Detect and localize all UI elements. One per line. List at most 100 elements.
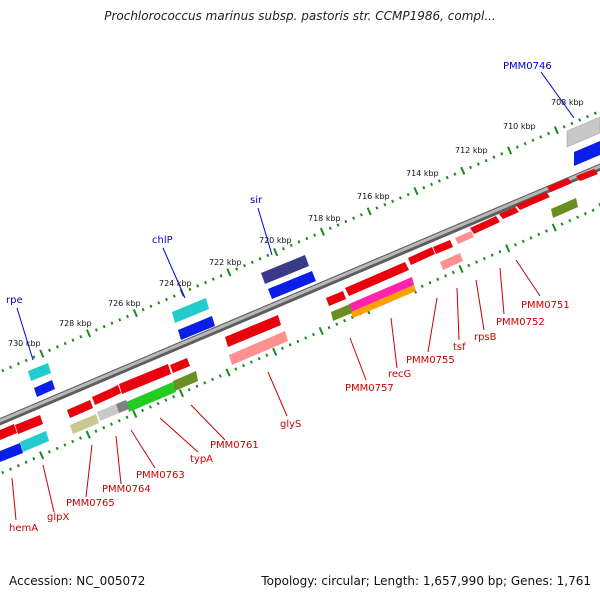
ruler-outer-minor-tick xyxy=(586,114,589,119)
feature-pmm0754[interactable] xyxy=(408,247,435,265)
ruler-inner-minor-tick xyxy=(164,398,168,402)
feature-pmm0757[interactable] xyxy=(326,291,346,306)
tick-label-728: 728 kbp xyxy=(59,319,92,328)
label-hemA[interactable]: hemA xyxy=(9,523,38,534)
label-glpX[interactable]: glpX xyxy=(47,512,69,523)
tick-label-716: 716 kbp xyxy=(357,192,390,201)
label-rpe[interactable]: rpe xyxy=(6,295,23,306)
label-chlP[interactable]: chlP xyxy=(152,235,173,246)
ruler-outer-major-tick xyxy=(507,146,513,155)
ruler-outer-major-tick xyxy=(132,308,138,318)
feature-hemA-rna[interactable] xyxy=(0,443,23,462)
backbone xyxy=(0,163,600,426)
ruler-outer-minor-tick xyxy=(476,162,480,166)
ruler-outer-minor-tick xyxy=(359,213,363,217)
ruler-inner-minor-tick xyxy=(420,284,424,288)
feature-pmm0765-cds[interactable] xyxy=(70,414,99,434)
feature-glpX-cds[interactable] xyxy=(20,431,49,452)
ruler-inner xyxy=(1,202,600,475)
feature-glpX[interactable] xyxy=(15,415,43,434)
feature-rpe[interactable] xyxy=(28,363,51,381)
label-pmm0746[interactable]: PMM0746 xyxy=(503,61,552,72)
ruler-outer-minor-tick xyxy=(243,263,246,268)
feature-pmm0761[interactable] xyxy=(170,358,190,373)
ruler-inner-minor-tick xyxy=(249,360,253,364)
ruler-outer-minor-tick xyxy=(79,335,83,339)
tick-label-724: 724 kbp xyxy=(159,279,192,288)
feature-pmm0764-cds[interactable] xyxy=(97,404,119,421)
label-glyS[interactable]: glyS xyxy=(280,419,301,430)
feature-chlP[interactable] xyxy=(172,298,209,323)
feature-pmm0764-dark[interactable] xyxy=(116,400,129,413)
label-pmm0765[interactable]: PMM0765 xyxy=(66,498,115,509)
ruler-inner-minor-tick xyxy=(343,319,347,323)
feature-tsf[interactable] xyxy=(440,253,463,270)
ruler-outer xyxy=(1,111,597,373)
feature-pmm0764[interactable] xyxy=(92,389,113,405)
feature-pmm0747[interactable] xyxy=(547,178,572,192)
label-recG[interactable]: recG xyxy=(388,369,411,380)
feature-olive-3[interactable] xyxy=(173,371,198,391)
ruler-inner-minor-tick xyxy=(537,232,541,237)
feature-chlP-rna[interactable] xyxy=(178,316,215,340)
tick-labels: 708 kbp 710 kbp 712 kbp 714 kbp 716 kbp … xyxy=(8,98,584,348)
label-pmm0757[interactable]: PMM0757 xyxy=(345,383,394,394)
feature-pmm0763[interactable] xyxy=(110,385,121,397)
ruler-inner-minor-tick xyxy=(102,426,106,430)
label-pmm0763[interactable]: PMM0763 xyxy=(136,470,185,481)
feature-pmm0765[interactable] xyxy=(67,400,93,418)
label-pmm0751[interactable]: PMM0751 xyxy=(521,300,570,311)
ruler-inner-minor-tick xyxy=(560,222,564,226)
feature-olive-1[interactable] xyxy=(331,304,352,321)
feature-pmm0756[interactable] xyxy=(345,262,409,296)
label-pmm0761[interactable]: PMM0761 xyxy=(210,440,259,451)
feature-sir[interactable] xyxy=(261,255,309,284)
ruler-outer-minor-tick xyxy=(32,355,36,359)
feature-rpe-rna[interactable] xyxy=(34,380,55,397)
feature-pmm0748[interactable] xyxy=(576,169,598,181)
feature-glyS[interactable] xyxy=(225,315,281,347)
feature-typA-cds[interactable] xyxy=(126,382,176,412)
ruler-outer-major-tick xyxy=(460,166,466,175)
tick-label-708: 708 kbp xyxy=(551,98,584,107)
ruler-inner-minor-tick xyxy=(529,236,533,240)
ruler-inner-major-tick xyxy=(225,368,231,377)
map-title: Prochlorococcus marinus subsp. pastoris … xyxy=(104,9,496,23)
ruler-outer-minor-tick xyxy=(406,192,410,197)
feature-pmm0746-rna[interactable] xyxy=(574,141,600,166)
feature-typA[interactable] xyxy=(119,364,171,394)
feature-sir-rna[interactable] xyxy=(268,271,316,299)
feature-glyS-cds[interactable] xyxy=(229,331,288,365)
ruler-inner-minor-tick xyxy=(521,239,525,244)
label-pmm0752[interactable]: PMM0752 xyxy=(496,317,545,328)
feature-rpsB[interactable] xyxy=(455,231,474,244)
label-tsf[interactable]: tsf xyxy=(453,342,466,353)
feature-hemA[interactable] xyxy=(0,424,17,440)
ruler-outer-minor-tick xyxy=(204,280,207,285)
ruler-inner-minor-tick xyxy=(498,249,502,254)
feature-track xyxy=(0,116,600,462)
ruler-outer-minor-tick xyxy=(398,196,402,200)
label-pmm0755[interactable]: PMM0755 xyxy=(406,355,455,366)
feature-pmm0751[interactable] xyxy=(470,216,500,234)
feature-pmm0755[interactable] xyxy=(433,240,453,254)
ruler-outer-minor-tick xyxy=(593,111,597,115)
feature-recG-cds[interactable] xyxy=(351,285,416,318)
feature-pmm0749[interactable] xyxy=(516,192,550,210)
ruler-inner-minor-tick xyxy=(304,336,308,340)
ruler-inner-minor-tick xyxy=(513,243,517,247)
ruler-outer-minor-tick xyxy=(422,186,426,190)
label-sir[interactable]: sir xyxy=(250,195,263,206)
feature-olive-2[interactable] xyxy=(551,198,578,218)
feature-pmm0746[interactable] xyxy=(566,116,600,148)
ruler-outer-minor-tick xyxy=(500,152,504,156)
feature-pmm0750[interactable] xyxy=(499,207,519,219)
label-typA[interactable]: typA xyxy=(190,454,213,465)
ruler-outer-minor-tick xyxy=(266,253,270,258)
ruler-inner-minor-tick xyxy=(482,256,486,261)
bottom-labels xyxy=(11,259,541,521)
ruler-inner-minor-tick xyxy=(125,415,129,420)
label-pmm0764[interactable]: PMM0764 xyxy=(102,484,151,495)
feature-recG[interactable] xyxy=(349,277,414,312)
label-rpsB[interactable]: rpsB xyxy=(474,332,497,343)
